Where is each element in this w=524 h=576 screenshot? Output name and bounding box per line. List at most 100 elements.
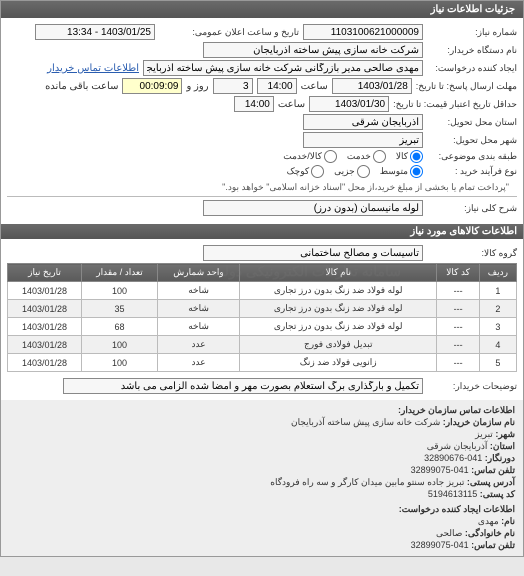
buyer-org-input[interactable]: [203, 42, 423, 58]
creator-header: اطلاعات ایجاد کننده درخواست:: [399, 504, 515, 514]
announce-date-label: تاریخ و ساعت اعلان عمومی:: [159, 27, 299, 38]
radio-goods-service[interactable]: [324, 150, 337, 163]
c-post-label: کد پستی:: [480, 489, 515, 499]
group-input[interactable]: [203, 245, 423, 261]
radio-goods[interactable]: [410, 150, 423, 163]
c-fname: مهدی: [478, 516, 499, 526]
table-header: واحد شمارش: [158, 264, 240, 282]
group-label: گروه کالا:: [427, 248, 517, 259]
deadline-send-label: مهلت ارسال پاسخ: تا تاریخ:: [416, 81, 517, 92]
table-row[interactable]: 1---لوله فولاد ضد زنگ بدون درز تجاریشاخه…: [8, 282, 517, 300]
need-number-input[interactable]: [303, 24, 423, 40]
table-header: تعداد / مقدار: [81, 264, 157, 282]
table-cell: 4: [479, 336, 516, 354]
contact-info-link[interactable]: اطلاعات تماس خریدار: [47, 63, 139, 74]
table-cell: شاخه: [158, 318, 240, 336]
table-cell: ---: [437, 282, 479, 300]
deadline-date-input[interactable]: [332, 78, 412, 94]
budget-type-label: طبقه بندی موضوعی:: [427, 151, 517, 162]
c-city: تبریز: [475, 429, 493, 439]
c-ctel: 041-32899075: [411, 540, 469, 550]
contact-header: اطلاعات تماس سازمان خریدار:: [398, 405, 515, 415]
c-tel: 041-32899075: [411, 465, 469, 475]
table-cell: 1403/01/28: [8, 318, 82, 336]
city-label: شهر محل تحویل:: [427, 135, 517, 146]
table-cell: 1403/01/28: [8, 282, 82, 300]
remain-left-label: ساعت باقی مانده: [45, 81, 118, 92]
contact-block: اطلاعات تماس سازمان خریدار: نام سازمان خ…: [1, 400, 523, 556]
buyer-notes-input[interactable]: [63, 378, 423, 394]
remain-days-label: روز و: [186, 81, 208, 92]
table-header: کد کالا: [437, 264, 479, 282]
goods-section-header: اطلاعات کالاهای مورد نیاز: [1, 224, 523, 239]
c-fax-label: دورنگار:: [485, 453, 515, 463]
radio-medium[interactable]: [410, 165, 423, 178]
c-addr: تبریز جاده سنتو مابین میدان کارگر و سه ر…: [270, 477, 464, 487]
process-radio-group: متوسط جزیی کوچک: [287, 165, 423, 178]
c-org: شرکت خانه سازی پیش ساخته آذربایجان: [291, 417, 440, 427]
deadline-time-input[interactable]: [257, 78, 297, 94]
table-cell: 5: [479, 354, 516, 372]
table-cell: 100: [81, 336, 157, 354]
table-cell: تبدیل فولادی فورج: [240, 336, 437, 354]
table-cell: 1403/01/28: [8, 300, 82, 318]
requester-input[interactable]: [143, 60, 423, 76]
opt-goods-service[interactable]: کالا/خدمت: [283, 150, 337, 163]
buyer-org-label: نام دستگاه خریدار:: [427, 45, 517, 56]
c-state: آذربایجان شرقی: [427, 441, 488, 451]
opt-medium[interactable]: متوسط: [380, 165, 423, 178]
need-number-label: شماره نیاز:: [427, 27, 517, 38]
table-cell: 100: [81, 282, 157, 300]
province-input[interactable]: [303, 114, 423, 130]
radio-service[interactable]: [373, 150, 386, 163]
opt-small[interactable]: کوچک: [287, 165, 325, 178]
table-row[interactable]: 3---لوله فولاد ضد زنگ بدون درز تجاریشاخه…: [8, 318, 517, 336]
need-title-label: شرح کلی نیاز:: [427, 203, 517, 214]
table-cell: ---: [437, 300, 479, 318]
radio-partial[interactable]: [357, 165, 370, 178]
valid-date-input[interactable]: [309, 96, 389, 112]
c-lname-label: نام خانوادگی:: [465, 528, 515, 538]
remain-time-input: [122, 78, 182, 94]
table-cell: شاخه: [158, 282, 240, 300]
table-cell: 1403/01/28: [8, 336, 82, 354]
valid-until-label: حداقل تاریخ اعتبار قیمت: تا تاریخ:: [393, 99, 517, 110]
table-cell: 35: [81, 300, 157, 318]
table-cell: لوله فولاد ضد زنگ بدون درز تجاری: [240, 318, 437, 336]
c-tel-label: تلفن تماس:: [471, 465, 515, 475]
table-row[interactable]: 2---لوله فولاد ضد زنگ بدون درز تجاریشاخه…: [8, 300, 517, 318]
table-row[interactable]: 5---زانویی فولاد ضد زنگعدد1001403/01/28: [8, 354, 517, 372]
remain-days-input: [213, 78, 253, 94]
table-cell: ---: [437, 318, 479, 336]
table-header: تاریخ نیاز: [8, 264, 82, 282]
table-cell: لوله فولاد ضد زنگ بدون درز تجاری: [240, 300, 437, 318]
valid-time-input[interactable]: [234, 96, 274, 112]
table-cell: 1403/01/28: [8, 354, 82, 372]
table-row[interactable]: 4---تبدیل فولادی فورجعدد1001403/01/28: [8, 336, 517, 354]
announce-date-input[interactable]: [35, 24, 155, 40]
table-cell: 68: [81, 318, 157, 336]
table-cell: ---: [437, 354, 479, 372]
c-fax: 041-32890676: [424, 453, 482, 463]
table-cell: 2: [479, 300, 516, 318]
need-title-input[interactable]: [203, 200, 423, 216]
c-post: 5194613115: [428, 489, 477, 499]
opt-goods[interactable]: کالا: [396, 150, 423, 163]
opt-partial[interactable]: جزیی: [334, 165, 370, 178]
process-note: "پرداخت تمام یا بخشی از مبلغ خرید،از محل…: [222, 182, 509, 193]
time-label: ساعت: [301, 81, 328, 92]
requester-label: ایجاد کننده درخواست:: [427, 63, 517, 74]
buyer-notes-label: توضیحات خریدار:: [427, 381, 517, 392]
table-cell: 1: [479, 282, 516, 300]
table-cell: زانویی فولاد ضد زنگ: [240, 354, 437, 372]
c-ctel-label: تلفن تماس:: [471, 540, 515, 550]
c-fname-label: نام:: [501, 516, 515, 526]
c-org-label: نام سازمان خریدار:: [443, 417, 515, 427]
city-input[interactable]: [303, 132, 423, 148]
time-label-2: ساعت: [278, 99, 305, 110]
c-state-label: استان:: [490, 441, 515, 451]
radio-small[interactable]: [311, 165, 324, 178]
c-lname: صالحی: [436, 528, 462, 538]
c-addr-label: آدرس پستی:: [467, 477, 515, 487]
opt-service[interactable]: خدمت: [347, 150, 386, 163]
